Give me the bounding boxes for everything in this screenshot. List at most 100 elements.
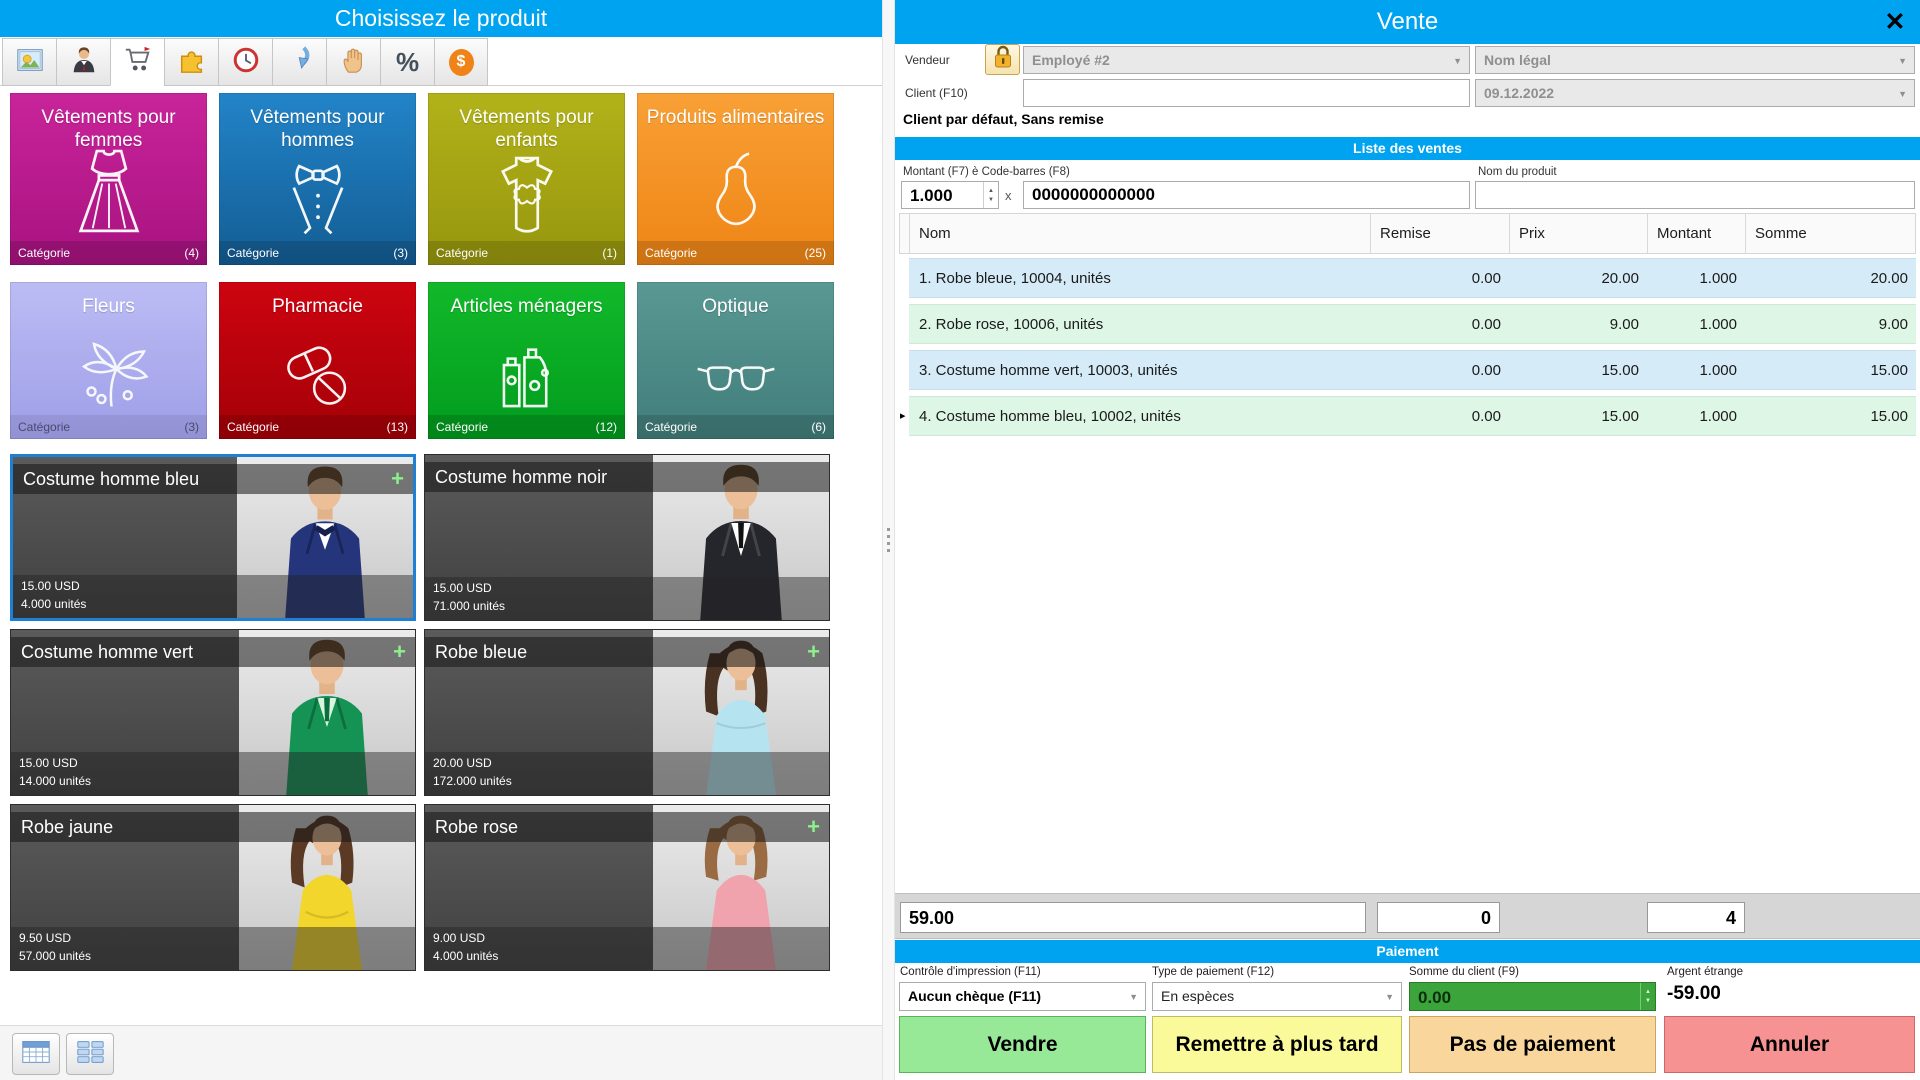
table-view-icon	[20, 1038, 52, 1071]
sales-list-header: Liste des ventes	[895, 137, 1920, 160]
category-tile-alimentaires[interactable]: Produits alimentaires Catégorie (25)	[637, 93, 834, 265]
client-input[interactable]	[1023, 79, 1470, 107]
print-control-select[interactable]: Aucun chèque (F11) ▼	[899, 982, 1146, 1011]
onesie-icon	[428, 145, 625, 240]
glasses-icon	[637, 334, 834, 414]
product-name-input[interactable]	[1475, 181, 1915, 209]
pills-icon	[219, 334, 416, 414]
spin-down-icon[interactable]: ▼	[988, 196, 994, 203]
column-header-prix[interactable]: Prix	[1510, 214, 1648, 253]
total-items: 4	[1647, 902, 1745, 933]
legal-name-select[interactable]: Nom légal ▼	[1475, 46, 1915, 74]
sale-row-1[interactable]: 1. Robe bleue, 10004, unités 0.00 20.00 …	[899, 258, 1916, 298]
category-tile-optique[interactable]: Optique Catégorie (6)	[637, 282, 834, 439]
category-tile-hommes[interactable]: Vêtements pour hommes Catégorie (3)	[219, 93, 416, 265]
column-header-nom[interactable]: Nom	[910, 214, 1371, 253]
person-icon	[69, 45, 99, 80]
barcode-input[interactable]	[1023, 181, 1470, 209]
grid-view-icon	[74, 1038, 106, 1071]
category-tile-femmes[interactable]: Vêtements pour femmes Catégorie (4)	[10, 93, 207, 265]
change-value: -59.00	[1667, 983, 1721, 1004]
category-type: Catégorie	[645, 420, 698, 434]
clock-icon	[231, 45, 261, 80]
tab-customers[interactable]	[56, 38, 110, 86]
table-view-button[interactable]	[12, 1033, 60, 1075]
product-tile-costume-homme-noir[interactable]: Costume homme noir 15.00 USD 71.000 unit…	[424, 454, 830, 621]
category-type: Catégorie	[18, 246, 71, 260]
hold-sale-button[interactable]: Remettre à plus tard	[1152, 1016, 1402, 1073]
chevron-down-icon: ▼	[1385, 992, 1394, 1002]
percent-icon: %	[395, 46, 420, 77]
multiply-sign: x	[1005, 188, 1012, 203]
cancel-button[interactable]: Annuler	[1664, 1016, 1915, 1073]
product-tile-robe-bleue[interactable]: Robe bleue + 20.00 USD 172.000 unités	[424, 629, 830, 796]
vendor-label: Vendeur	[905, 53, 950, 67]
sale-row-2[interactable]: 2. Robe rose, 10006, unités 0.00 9.00 1.…	[899, 304, 1916, 344]
column-header-remise[interactable]: Remise	[1371, 214, 1510, 253]
tab-discounts[interactable]: %	[380, 38, 434, 86]
category-tile-fleurs[interactable]: Fleurs Catégorie (3)	[10, 282, 207, 439]
product-price: 9.00 USD	[433, 931, 486, 946]
tab-cash[interactable]: $	[434, 38, 488, 86]
quantity-stepper[interactable]: 1.000 ▲ ▼	[901, 181, 999, 209]
product-tile-costume-homme-vert[interactable]: Costume homme vert + 15.00 USD 14.000 un…	[10, 629, 416, 796]
spin-up-icon[interactable]: ▲	[1645, 989, 1651, 995]
tab-hold[interactable]	[326, 38, 380, 86]
grid-view-button[interactable]	[66, 1033, 114, 1075]
chevron-down-icon: ▼	[1453, 56, 1462, 66]
sale-row-4[interactable]: ▸ 4. Costume homme bleu, 10002, unités 0…	[899, 396, 1916, 436]
sale-title: Vente	[1376, 8, 1439, 35]
column-header-montant[interactable]: Montant	[1648, 214, 1746, 253]
spin-up-icon[interactable]: ▲	[988, 187, 994, 194]
product-title: Robe jaune	[11, 812, 415, 842]
tab-plugins[interactable]	[164, 38, 218, 86]
sale-row-3[interactable]: 3. Costume homme vert, 10003, unités 0.0…	[899, 350, 1916, 390]
product-title: Costume homme bleu	[13, 464, 413, 494]
hand-icon	[339, 45, 369, 80]
date-select[interactable]: 09.12.2022 ▼	[1475, 79, 1915, 107]
tab-pictures[interactable]	[2, 38, 56, 86]
product-price: 15.00 USD	[433, 581, 492, 596]
product-price: 15.00 USD	[21, 579, 80, 594]
panel-splitter[interactable]	[882, 0, 895, 1080]
category-tile-menagers[interactable]: Articles ménagers Catégorie (12)	[428, 282, 625, 439]
product-price: 20.00 USD	[433, 756, 492, 771]
current-row-cursor: ▸	[899, 396, 909, 436]
spin-down-icon[interactable]: ▼	[1645, 998, 1651, 1004]
product-tile-robe-rose[interactable]: Robe rose + 9.00 USD 4.000 unités	[424, 804, 830, 971]
dollar-icon: $	[448, 48, 474, 76]
column-header-somme[interactable]: Somme	[1755, 225, 1807, 242]
sell-button[interactable]: Vendre	[899, 1016, 1146, 1073]
cart-icon	[123, 45, 153, 80]
tab-returns[interactable]	[272, 38, 326, 86]
vendor-select[interactable]: Employé #2 ▼	[1023, 46, 1470, 74]
product-units: 57.000 unités	[19, 948, 92, 963]
product-tile-costume-homme-bleu[interactable]: Costume homme bleu + 15.00 USD 4.000 uni…	[10, 454, 416, 621]
right-title-bar: Vente	[895, 0, 1920, 44]
category-grid: Vêtements pour femmes Catégorie (4) Vête…	[10, 93, 834, 456]
category-count: (1)	[602, 246, 617, 260]
category-count: (12)	[595, 420, 617, 434]
category-type: Catégorie	[18, 420, 71, 434]
lock-vendor-button[interactable]	[985, 44, 1020, 75]
in-cart-plus-icon: +	[807, 639, 820, 664]
payment-type-select[interactable]: En espèces ▼	[1152, 982, 1402, 1011]
product-units: 14.000 unités	[19, 773, 92, 788]
total-sum: 59.00	[900, 902, 1366, 933]
category-tile-enfants[interactable]: Vêtements pour enfants Catégorie (1)	[428, 93, 625, 265]
customer-sum-input[interactable]: 0.00 ▲ ▼	[1409, 982, 1656, 1011]
undo-arrow-icon	[285, 45, 315, 80]
left-title-bar: Choisissez le produit	[0, 0, 882, 37]
payment-header: Paiement	[895, 940, 1920, 963]
category-type: Catégorie	[436, 246, 489, 260]
category-tile-pharmacie[interactable]: Pharmacie Catégorie (13)	[219, 282, 416, 439]
close-button[interactable]: ✕	[1878, 5, 1912, 39]
in-cart-plus-icon: +	[807, 814, 820, 839]
product-tile-robe-jaune[interactable]: Robe jaune 9.50 USD 57.000 unités	[10, 804, 416, 971]
bottles-icon	[428, 334, 625, 414]
pear-icon	[637, 145, 834, 240]
tab-time[interactable]	[218, 38, 272, 86]
no-payment-button[interactable]: Pas de paiement	[1409, 1016, 1656, 1073]
payment-type-label: Type de paiement (F12)	[1152, 966, 1275, 978]
tab-products[interactable]	[110, 38, 164, 86]
